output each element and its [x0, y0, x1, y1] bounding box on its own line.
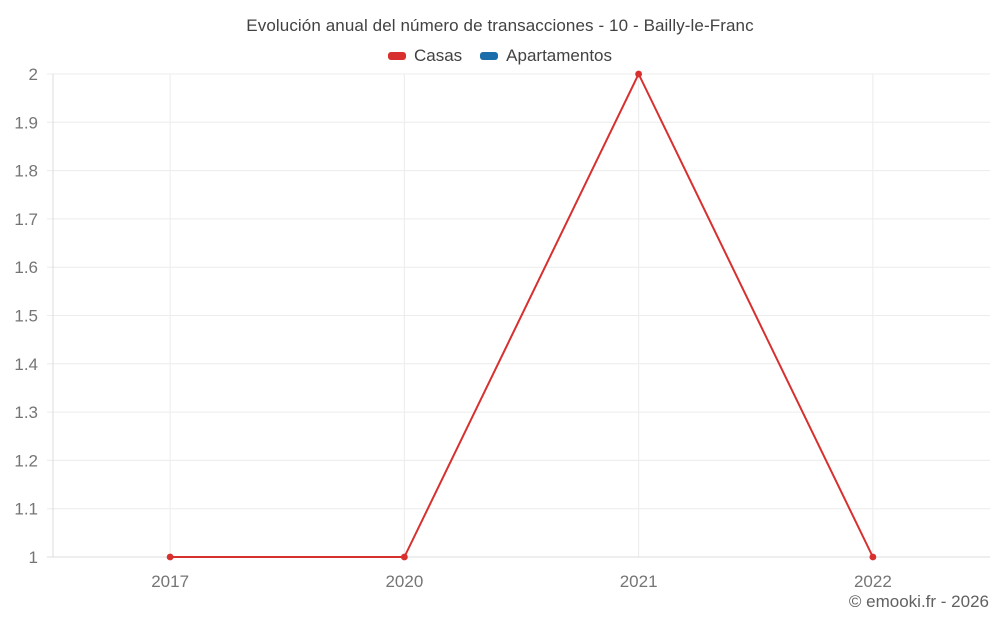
svg-text:1.3: 1.3 — [14, 403, 38, 422]
svg-text:2: 2 — [29, 65, 38, 84]
svg-text:1: 1 — [29, 548, 38, 567]
svg-text:1.8: 1.8 — [14, 162, 38, 181]
legend-item-casas[interactable]: Casas — [387, 46, 463, 66]
svg-text:1.4: 1.4 — [14, 355, 38, 374]
legend-label-apartamentos: Apartamentos — [506, 46, 613, 65]
svg-text:1.7: 1.7 — [14, 210, 38, 229]
svg-text:1.2: 1.2 — [14, 451, 38, 470]
svg-text:1.1: 1.1 — [14, 500, 38, 519]
legend-label-casas: Casas — [413, 46, 463, 65]
chart-legend: Casas Apartamentos — [0, 45, 1000, 67]
svg-text:2021: 2021 — [620, 572, 658, 591]
apartamentos-series-marker-icon — [480, 52, 499, 60]
casas-series-marker-icon — [387, 52, 406, 60]
svg-text:1.6: 1.6 — [14, 258, 38, 277]
chart-footer-credit: © emooki.fr - 2026 — [848, 592, 989, 611]
chart-title: Evolución anual del número de transaccio… — [246, 16, 754, 35]
legend-item-apartamentos[interactable]: Apartamentos — [480, 46, 612, 66]
svg-text:2020: 2020 — [385, 572, 423, 591]
svg-text:2022: 2022 — [854, 572, 892, 591]
svg-text:1.5: 1.5 — [14, 307, 38, 326]
svg-text:2017: 2017 — [151, 572, 189, 591]
svg-text:1.9: 1.9 — [14, 113, 38, 132]
